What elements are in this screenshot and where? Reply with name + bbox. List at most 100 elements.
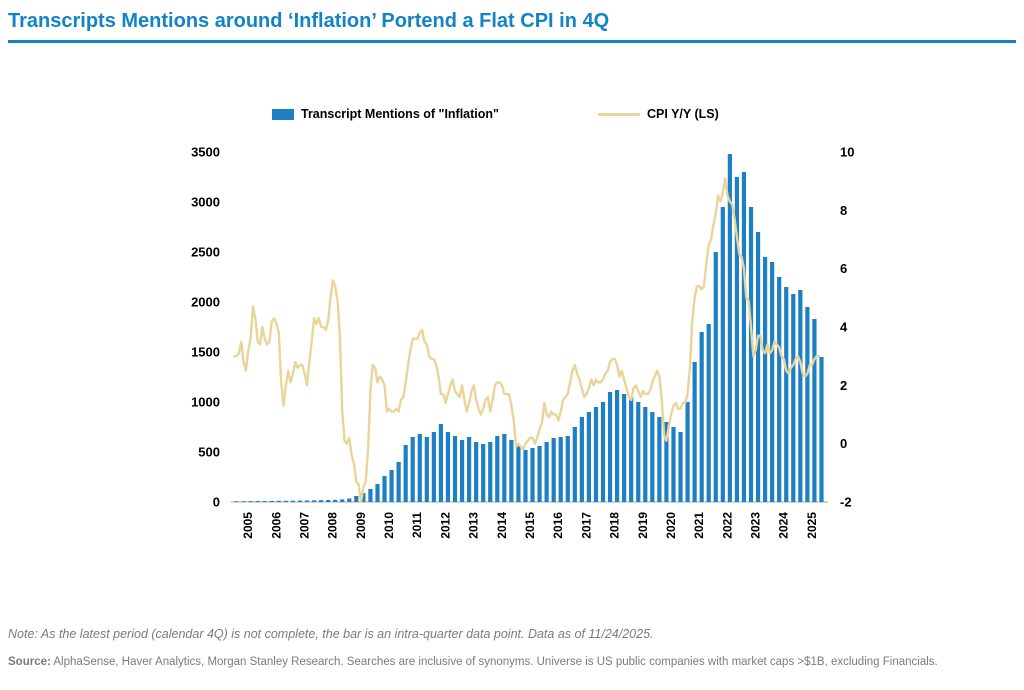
legend-item-cpi: CPI Y/Y (LS) <box>598 107 719 121</box>
mention-bar <box>255 501 260 502</box>
chart-plot: 0 500 1000 1500 2000 2500 3000 3500 -2 0 2 4 6 8 10 200… <box>191 145 854 539</box>
mention-bar <box>692 362 697 502</box>
x-axis-year-label: 2020 <box>664 512 678 539</box>
mention-bar <box>424 437 429 502</box>
mention-bar <box>579 417 584 502</box>
mention-bar <box>727 154 732 502</box>
mention-bar <box>777 277 782 502</box>
mention-bar <box>311 500 317 502</box>
x-axis-year-label: 2022 <box>720 512 734 539</box>
left-axis-tick: 0 <box>213 495 220 510</box>
x-axis-year-label: 2015 <box>523 512 537 539</box>
cpi-line <box>232 177 821 504</box>
mention-bar <box>396 462 401 502</box>
left-axis-tick: 2000 <box>191 295 220 310</box>
mention-bar <box>347 498 352 502</box>
mention-bar <box>474 442 479 502</box>
x-axis-year-label: 2013 <box>467 512 481 539</box>
mention-bar <box>664 422 669 502</box>
right-axis-tick: 8 <box>840 203 847 218</box>
x-axis-year-label: 2021 <box>692 512 706 539</box>
mention-bar <box>297 500 303 502</box>
bar-series-swatch-icon <box>272 108 294 120</box>
mention-bar <box>798 290 803 502</box>
mention-bar <box>467 437 472 502</box>
mention-bar <box>276 500 281 502</box>
left-axis-tick: 1500 <box>191 345 220 360</box>
right-axis-tick: 10 <box>840 145 854 160</box>
mention-bar <box>452 436 458 502</box>
mention-bar <box>622 394 627 502</box>
mention-bar <box>770 262 775 502</box>
mention-bar <box>262 501 267 502</box>
mention-bar <box>558 437 563 502</box>
left-axis-tick: 2500 <box>191 245 220 260</box>
mention-bar <box>748 207 754 502</box>
right-axis-tick: 2 <box>840 378 847 393</box>
mention-bar <box>720 207 725 502</box>
mention-bar <box>741 172 747 502</box>
mention-bar <box>445 432 451 502</box>
legend-label-transcript-mentions: Transcript Mentions of "Inflation" <box>301 107 499 121</box>
mention-bar <box>544 442 549 502</box>
page-title: Transcripts Mentions around ‘Inflation’ … <box>8 10 610 32</box>
mention-bar <box>805 307 810 502</box>
mention-bar <box>333 499 338 502</box>
mention-bar <box>269 500 274 502</box>
mention-bar <box>706 324 711 502</box>
x-axis-year-label: 2006 <box>269 512 283 539</box>
mention-bar <box>784 287 789 502</box>
mention-bar <box>410 437 415 502</box>
x-axis-year-label: 2024 <box>777 512 791 539</box>
line-series-swatch-icon <box>598 112 640 116</box>
x-axis-year-label: 2008 <box>326 512 340 539</box>
mention-bar <box>755 232 761 502</box>
mention-bar <box>678 432 683 502</box>
x-axis-year-label: 2023 <box>749 512 763 539</box>
x-axis-year-label: 2025 <box>805 512 819 539</box>
x-axis-year-label: 2018 <box>608 512 622 539</box>
mention-bar <box>241 501 246 502</box>
x-axis-year-label: 2012 <box>438 512 452 539</box>
legend-label-cpi: CPI Y/Y (LS) <box>647 107 719 121</box>
mention-bar <box>650 412 655 502</box>
mention-bar <box>629 397 634 502</box>
mention-bar <box>565 436 570 502</box>
x-axis-labels: 2005 2006 2007 2008 2009 2010 2011 2012 2013 2014… <box>241 512 819 539</box>
right-axis-tick: 4 <box>840 320 848 335</box>
left-axis-labels: 0 500 1000 1500 2000 2500 3000 3500 <box>191 145 220 510</box>
mention-bar <box>438 424 443 502</box>
mention-bar <box>417 434 422 502</box>
mention-bar <box>537 446 542 502</box>
mention-bar <box>354 496 359 502</box>
mention-bar <box>516 446 521 502</box>
mention-bar <box>600 402 606 502</box>
mention-bar <box>283 500 288 502</box>
mention-bar <box>530 448 535 502</box>
mention-bar <box>615 390 620 502</box>
mention-bar <box>459 440 465 502</box>
x-axis-year-label: 2014 <box>495 512 509 539</box>
mention-bar <box>389 470 394 502</box>
mention-bar <box>481 444 486 502</box>
mention-bar <box>551 438 556 502</box>
mention-bar <box>319 500 324 502</box>
chart-legend: Transcript Mentions of "Inflation" CPI Y… <box>233 107 833 125</box>
mention-bar <box>495 436 500 502</box>
right-axis-labels: -2 0 2 4 6 8 10 <box>840 145 854 510</box>
transcript-mentions-bars <box>234 154 824 502</box>
mention-bar <box>763 257 768 502</box>
mention-bar <box>368 489 373 502</box>
mention-bar <box>509 440 514 502</box>
mention-bar <box>791 294 796 502</box>
x-axis-year-label: 2005 <box>241 512 255 539</box>
mention-bar <box>607 392 613 502</box>
chart-container: Transcript Mentions of "Inflation" CPI Y… <box>0 95 1024 585</box>
mention-bar <box>234 501 239 502</box>
mention-bar <box>685 402 690 502</box>
mention-bar <box>523 450 528 502</box>
x-axis-year-label: 2009 <box>354 512 368 539</box>
x-axis-year-label: 2007 <box>298 512 312 539</box>
source-label: Source: <box>8 656 51 668</box>
title-divider <box>8 40 1016 43</box>
